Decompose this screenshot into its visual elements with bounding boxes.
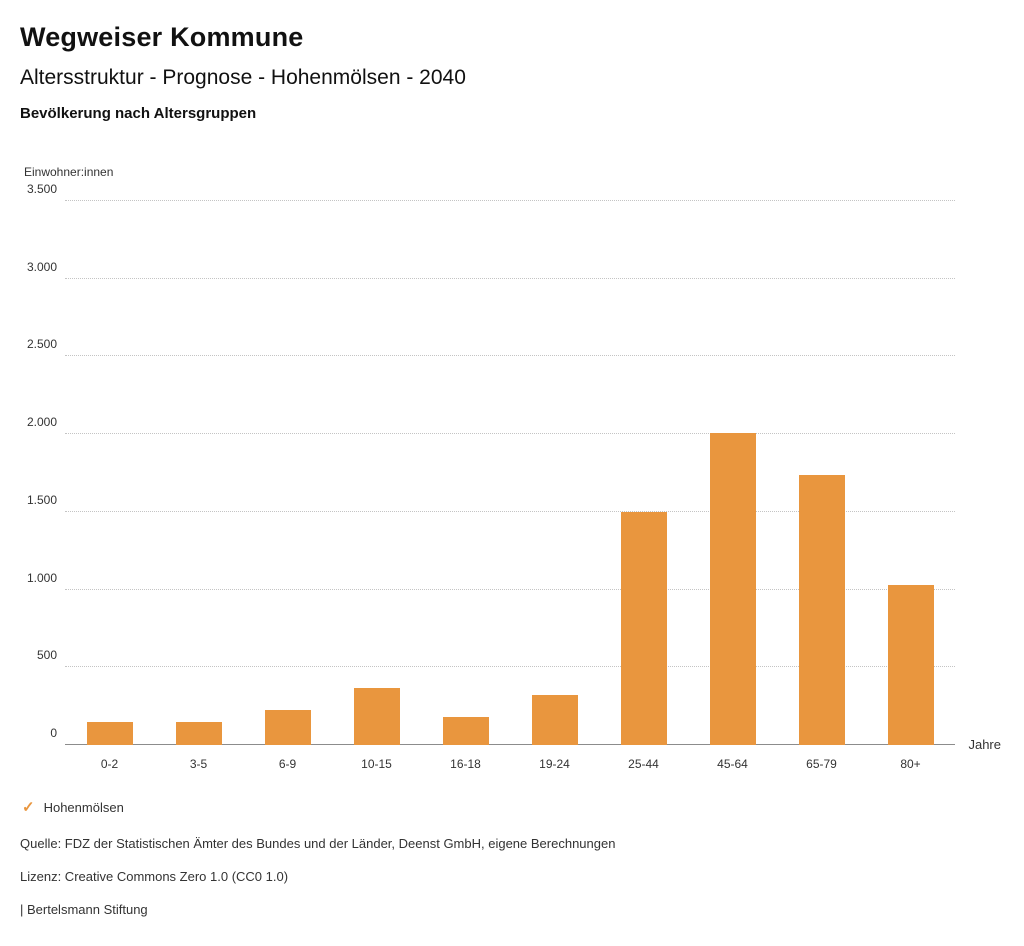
x-tick-label: 0-2: [100, 757, 119, 771]
bar-6-9[interactable]: [264, 710, 311, 745]
bar-45-64[interactable]: [709, 432, 756, 745]
x-tick-label: 3-5: [189, 757, 208, 771]
legend-item-hohenmoelsen[interactable]: Hohenmölsen: [43, 799, 124, 815]
bar-cell: [421, 201, 510, 745]
bar-10-15[interactable]: [353, 688, 400, 745]
gridline: [65, 355, 955, 357]
app-title: Wegweiser Kommune: [20, 22, 304, 52]
chart-section-title: Bevölkerung nach Altersgruppen: [20, 105, 257, 122]
bar-cell: [688, 201, 777, 745]
plot-area: Jahre 0 500 1.000 1.500 2.000 2.500 3.000 3.500: [27, 183, 1001, 752]
bar-19-24[interactable]: [531, 694, 578, 745]
bar-cell: [777, 201, 866, 745]
page: Wegweiser Kommune Altersstruktur - Progn…: [20, 22, 1004, 917]
bar-0-2[interactable]: [86, 722, 133, 745]
gridline: [65, 200, 955, 201]
license-text: Lizenz: Creative Commons Zero 1.0 (CC0 1…: [20, 869, 289, 884]
gridline: [65, 588, 955, 590]
bar-3-5[interactable]: [175, 721, 222, 745]
x-axis-line: [65, 744, 955, 745]
x-tick-label: 19-24: [539, 757, 570, 771]
bar-65-79[interactable]: [798, 474, 845, 745]
gridline: [65, 277, 955, 279]
attribution-text: | Bertelsmann Stiftung: [20, 902, 148, 917]
x-axis-unit-label: Jahre: [968, 737, 1001, 752]
bars-container: [65, 201, 955, 745]
x-tick-label: 65-79: [806, 757, 837, 771]
y-tick-label: 3.500: [26, 182, 57, 196]
x-tick-label: 6-9: [278, 757, 297, 771]
bar-cell: [510, 201, 599, 745]
bar-cell: [599, 201, 688, 745]
y-tick-label: 2.000: [26, 415, 57, 430]
x-tick-label: 45-64: [717, 757, 748, 771]
y-axis-title: Einwohner:innen: [24, 165, 114, 179]
footer: Quelle: FDZ der Statistischen Ämter des …: [20, 836, 1004, 917]
bar-cell: [65, 201, 154, 745]
y-tick-label: 1.000: [26, 570, 57, 585]
x-tick-label: 10-15: [361, 757, 392, 771]
bar-cell: [243, 201, 332, 745]
bar-16-18[interactable]: [442, 717, 489, 745]
bar-80+[interactable]: [887, 584, 934, 745]
x-axis-labels: 0-2 3-5 6-9 10-15 16-18 19-24 25-44 45-64 65-79 8…: [65, 757, 955, 771]
x-tick-label: 25-44: [628, 757, 659, 771]
legend: ✓ Hohenmölsen: [22, 798, 1004, 816]
source-text: Quelle: FDZ der Statistischen Ämter des …: [20, 836, 616, 851]
chart-subtitle: Altersstruktur - Prognose - Hohenmölsen …: [20, 66, 466, 89]
bar-cell: [866, 201, 955, 745]
y-tick-label: 500: [36, 648, 57, 663]
y-tick-label: 0: [50, 726, 57, 740]
bar-cell: [154, 201, 243, 745]
chart-area: Jahre 0 500 1.000 1.500 2.000 2.500 3.000 3.500…: [27, 183, 1001, 771]
gridline: [65, 666, 955, 668]
y-tick-label: 1.500: [26, 492, 57, 507]
gridline: [65, 510, 955, 512]
x-tick-label: 80+: [900, 757, 921, 771]
check-icon: ✓: [22, 799, 35, 816]
y-tick-label: 2.500: [26, 337, 57, 352]
x-tick-label: 16-18: [450, 757, 481, 771]
bar-25-44[interactable]: [620, 511, 667, 745]
gridline: [65, 433, 955, 435]
bar-cell: [332, 201, 421, 745]
y-tick-label: 3.000: [26, 259, 57, 274]
